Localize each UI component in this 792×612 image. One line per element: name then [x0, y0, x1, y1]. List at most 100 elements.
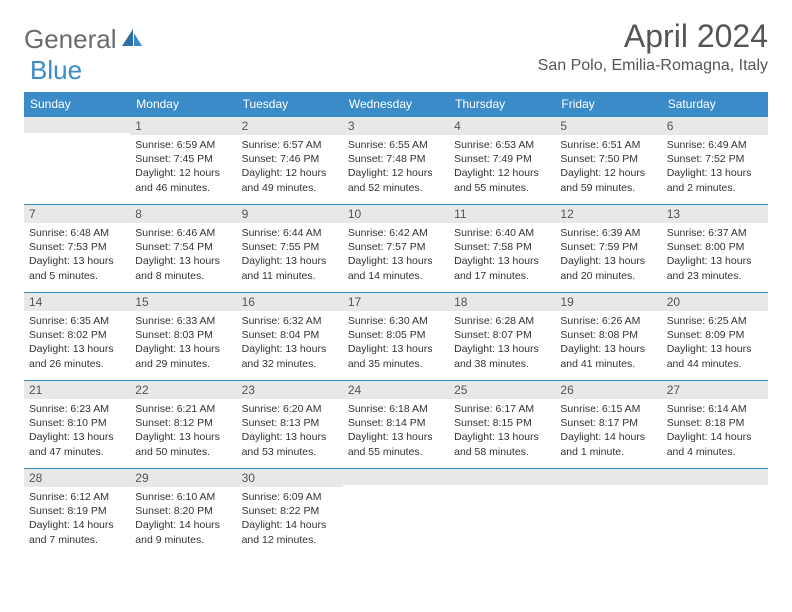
cell-body: Sunrise: 6:20 AMSunset: 8:13 PMDaylight:…	[237, 399, 343, 465]
calendar-cell: 28Sunrise: 6:12 AMSunset: 8:19 PMDayligh…	[24, 468, 130, 556]
day-number: 21	[24, 380, 130, 399]
day-number: 14	[24, 292, 130, 311]
day-number: 3	[343, 116, 449, 135]
calendar-cell: 14Sunrise: 6:35 AMSunset: 8:02 PMDayligh…	[24, 292, 130, 380]
day-header: Saturday	[662, 92, 768, 116]
cell-body: Sunrise: 6:37 AMSunset: 8:00 PMDaylight:…	[662, 223, 768, 289]
cell-body: Sunrise: 6:46 AMSunset: 7:54 PMDaylight:…	[130, 223, 236, 289]
cell-body: Sunrise: 6:32 AMSunset: 8:04 PMDaylight:…	[237, 311, 343, 377]
cell-body: Sunrise: 6:33 AMSunset: 8:03 PMDaylight:…	[130, 311, 236, 377]
calendar-cell: 24Sunrise: 6:18 AMSunset: 8:14 PMDayligh…	[343, 380, 449, 468]
day-number: 23	[237, 380, 343, 399]
cell-body: Sunrise: 6:53 AMSunset: 7:49 PMDaylight:…	[449, 135, 555, 201]
day-number	[449, 468, 555, 485]
calendar-cell: 17Sunrise: 6:30 AMSunset: 8:05 PMDayligh…	[343, 292, 449, 380]
cell-body: Sunrise: 6:17 AMSunset: 8:15 PMDaylight:…	[449, 399, 555, 465]
calendar: SundayMondayTuesdayWednesdayThursdayFrid…	[24, 92, 768, 556]
cell-body: Sunrise: 6:09 AMSunset: 8:22 PMDaylight:…	[237, 487, 343, 553]
calendar-cell: 19Sunrise: 6:26 AMSunset: 8:08 PMDayligh…	[555, 292, 661, 380]
day-number: 13	[662, 204, 768, 223]
day-number: 12	[555, 204, 661, 223]
day-number: 8	[130, 204, 236, 223]
calendar-cell: 27Sunrise: 6:14 AMSunset: 8:18 PMDayligh…	[662, 380, 768, 468]
day-number	[555, 468, 661, 485]
calendar-cell: 6Sunrise: 6:49 AMSunset: 7:52 PMDaylight…	[662, 116, 768, 204]
day-header: Tuesday	[237, 92, 343, 116]
day-number: 5	[555, 116, 661, 135]
cell-body: Sunrise: 6:48 AMSunset: 7:53 PMDaylight:…	[24, 223, 130, 289]
day-number	[343, 468, 449, 485]
calendar-cell: 20Sunrise: 6:25 AMSunset: 8:09 PMDayligh…	[662, 292, 768, 380]
calendar-cell: 11Sunrise: 6:40 AMSunset: 7:58 PMDayligh…	[449, 204, 555, 292]
calendar-body: 1Sunrise: 6:59 AMSunset: 7:45 PMDaylight…	[24, 116, 768, 556]
cell-body: Sunrise: 6:26 AMSunset: 8:08 PMDaylight:…	[555, 311, 661, 377]
logo: General	[24, 24, 145, 55]
cell-body: Sunrise: 6:23 AMSunset: 8:10 PMDaylight:…	[24, 399, 130, 465]
calendar-cell: 23Sunrise: 6:20 AMSunset: 8:13 PMDayligh…	[237, 380, 343, 468]
cell-body: Sunrise: 6:28 AMSunset: 8:07 PMDaylight:…	[449, 311, 555, 377]
calendar-cell	[555, 468, 661, 556]
day-number: 2	[237, 116, 343, 135]
day-number	[662, 468, 768, 485]
cell-body: Sunrise: 6:21 AMSunset: 8:12 PMDaylight:…	[130, 399, 236, 465]
calendar-cell: 16Sunrise: 6:32 AMSunset: 8:04 PMDayligh…	[237, 292, 343, 380]
month-title: April 2024	[538, 18, 768, 55]
day-number: 29	[130, 468, 236, 487]
day-number: 11	[449, 204, 555, 223]
day-number: 15	[130, 292, 236, 311]
day-number: 27	[662, 380, 768, 399]
calendar-cell: 15Sunrise: 6:33 AMSunset: 8:03 PMDayligh…	[130, 292, 236, 380]
calendar-row: 28Sunrise: 6:12 AMSunset: 8:19 PMDayligh…	[24, 468, 768, 556]
location: San Polo, Emilia-Romagna, Italy	[538, 57, 768, 75]
day-header: Sunday	[24, 92, 130, 116]
calendar-row: 21Sunrise: 6:23 AMSunset: 8:10 PMDayligh…	[24, 380, 768, 468]
cell-body: Sunrise: 6:35 AMSunset: 8:02 PMDaylight:…	[24, 311, 130, 377]
day-number: 22	[130, 380, 236, 399]
cell-body: Sunrise: 6:51 AMSunset: 7:50 PMDaylight:…	[555, 135, 661, 201]
calendar-cell: 22Sunrise: 6:21 AMSunset: 8:12 PMDayligh…	[130, 380, 236, 468]
logo-text-part2: Blue	[30, 55, 82, 86]
calendar-row: 7Sunrise: 6:48 AMSunset: 7:53 PMDaylight…	[24, 204, 768, 292]
cell-body: Sunrise: 6:49 AMSunset: 7:52 PMDaylight:…	[662, 135, 768, 201]
cell-body: Sunrise: 6:18 AMSunset: 8:14 PMDaylight:…	[343, 399, 449, 465]
day-number: 7	[24, 204, 130, 223]
day-number: 17	[343, 292, 449, 311]
cell-body: Sunrise: 6:10 AMSunset: 8:20 PMDaylight:…	[130, 487, 236, 553]
day-number: 6	[662, 116, 768, 135]
calendar-cell: 12Sunrise: 6:39 AMSunset: 7:59 PMDayligh…	[555, 204, 661, 292]
day-number: 24	[343, 380, 449, 399]
day-number: 18	[449, 292, 555, 311]
calendar-cell: 9Sunrise: 6:44 AMSunset: 7:55 PMDaylight…	[237, 204, 343, 292]
cell-body: Sunrise: 6:57 AMSunset: 7:46 PMDaylight:…	[237, 135, 343, 201]
cell-body: Sunrise: 6:39 AMSunset: 7:59 PMDaylight:…	[555, 223, 661, 289]
calendar-cell	[449, 468, 555, 556]
day-number: 30	[237, 468, 343, 487]
day-number: 1	[130, 116, 236, 135]
day-header-row: SundayMondayTuesdayWednesdayThursdayFrid…	[24, 92, 768, 116]
calendar-cell: 13Sunrise: 6:37 AMSunset: 8:00 PMDayligh…	[662, 204, 768, 292]
calendar-cell	[343, 468, 449, 556]
calendar-cell: 29Sunrise: 6:10 AMSunset: 8:20 PMDayligh…	[130, 468, 236, 556]
calendar-cell: 30Sunrise: 6:09 AMSunset: 8:22 PMDayligh…	[237, 468, 343, 556]
day-number: 4	[449, 116, 555, 135]
cell-body: Sunrise: 6:25 AMSunset: 8:09 PMDaylight:…	[662, 311, 768, 377]
day-number: 28	[24, 468, 130, 487]
calendar-cell: 25Sunrise: 6:17 AMSunset: 8:15 PMDayligh…	[449, 380, 555, 468]
logo-text-part1: General	[24, 24, 117, 55]
cell-body: Sunrise: 6:40 AMSunset: 7:58 PMDaylight:…	[449, 223, 555, 289]
day-header: Wednesday	[343, 92, 449, 116]
day-number: 19	[555, 292, 661, 311]
title-block: April 2024 San Polo, Emilia-Romagna, Ita…	[538, 18, 768, 75]
day-number: 9	[237, 204, 343, 223]
cell-body: Sunrise: 6:14 AMSunset: 8:18 PMDaylight:…	[662, 399, 768, 465]
calendar-cell: 5Sunrise: 6:51 AMSunset: 7:50 PMDaylight…	[555, 116, 661, 204]
calendar-cell: 1Sunrise: 6:59 AMSunset: 7:45 PMDaylight…	[130, 116, 236, 204]
day-number: 26	[555, 380, 661, 399]
day-number: 10	[343, 204, 449, 223]
calendar-cell: 4Sunrise: 6:53 AMSunset: 7:49 PMDaylight…	[449, 116, 555, 204]
day-number: 16	[237, 292, 343, 311]
day-number: 20	[662, 292, 768, 311]
calendar-cell: 2Sunrise: 6:57 AMSunset: 7:46 PMDaylight…	[237, 116, 343, 204]
calendar-cell: 26Sunrise: 6:15 AMSunset: 8:17 PMDayligh…	[555, 380, 661, 468]
calendar-row: 14Sunrise: 6:35 AMSunset: 8:02 PMDayligh…	[24, 292, 768, 380]
